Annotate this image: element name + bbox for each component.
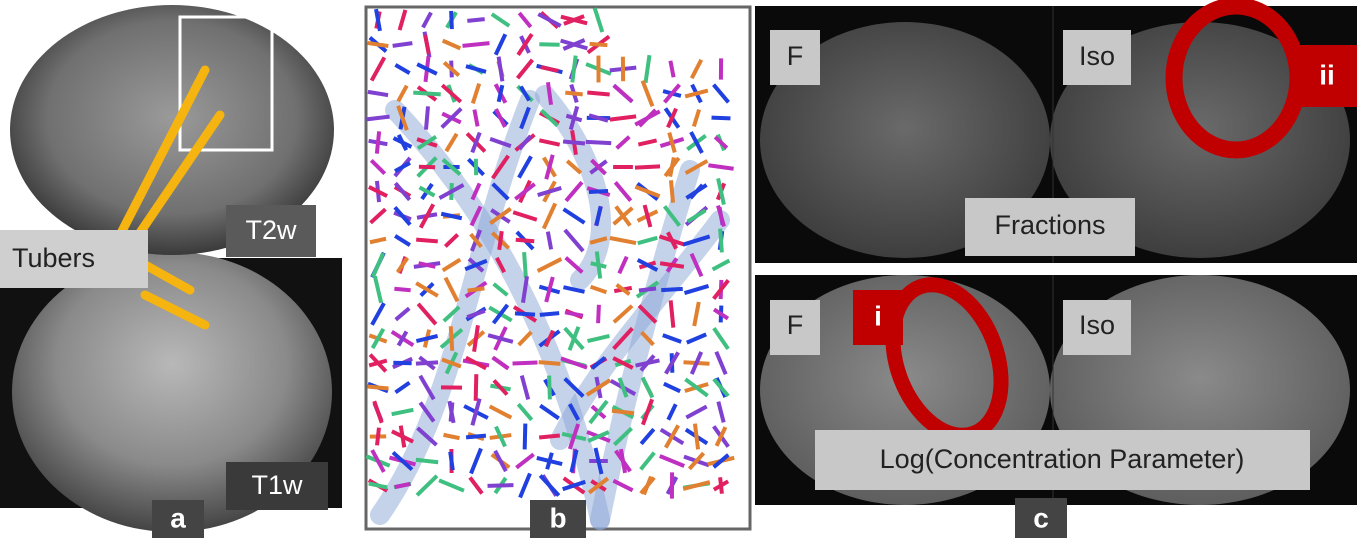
fiber-glyph	[377, 428, 379, 446]
marker-ii: ii	[1319, 59, 1335, 90]
fiber-glyph	[720, 229, 722, 253]
fiber-glyph	[639, 288, 656, 290]
fiber-glyph	[451, 402, 453, 421]
fiber-glyph	[467, 19, 484, 21]
fiber-glyph	[366, 117, 389, 120]
fiber-glyph	[463, 43, 490, 46]
t1w-label: T1w	[251, 470, 303, 500]
panel-b: b	[366, 7, 750, 538]
fiber-glyph	[661, 289, 683, 290]
fiber-glyph	[712, 118, 731, 119]
fiber-glyph	[671, 300, 674, 327]
fiber-glyph	[451, 11, 452, 29]
top-f-label: F	[787, 41, 804, 71]
fiber-glyph	[499, 231, 502, 250]
panel-c: F Iso Fractions ii F Iso i Log(Concentra…	[755, 6, 1357, 538]
fiber-glyph	[394, 289, 410, 291]
fiber-glyph	[540, 313, 559, 315]
fiber-glyph	[539, 436, 560, 438]
fiber-glyph	[377, 131, 379, 153]
fiber-glyph	[586, 142, 611, 143]
fiber-glyph	[426, 106, 428, 129]
marker-i: i	[874, 300, 882, 331]
panel-label: c	[1033, 502, 1049, 533]
fiber-glyph	[524, 252, 526, 278]
fiber-glyph	[451, 326, 453, 351]
figure: T2w Tubers T1w a b F Iso	[0, 0, 1357, 538]
panel-label: b	[549, 502, 566, 533]
fiber-glyph	[413, 93, 440, 95]
fiber-glyph	[416, 460, 438, 462]
panel-label: a	[170, 502, 186, 533]
fiber-glyph	[671, 180, 673, 202]
panel-a: T2w Tubers T1w a	[0, 5, 342, 538]
fiber-glyph	[589, 191, 608, 192]
fiber-glyph	[515, 313, 535, 314]
bottom-iso-label: Iso	[1079, 310, 1115, 340]
fiber-glyph	[450, 452, 453, 470]
top-iso-label: Iso	[1079, 41, 1115, 71]
fiber-glyph	[598, 305, 599, 323]
fiber-glyph	[513, 363, 538, 364]
fiber-glyph	[612, 411, 634, 414]
concentration-caption: Log(Concentration Parameter)	[880, 444, 1245, 474]
fiber-glyph	[590, 44, 608, 45]
fiber-glyph	[367, 387, 388, 389]
fiber-glyph	[525, 424, 526, 450]
fiber-glyph	[393, 43, 413, 46]
fiber-glyph	[488, 485, 514, 486]
bottom-f-label: F	[787, 310, 804, 340]
fiber-glyph	[466, 436, 486, 438]
tubers-label: Tubers	[12, 243, 95, 273]
fiber-glyph	[549, 376, 550, 400]
fiber-glyph	[565, 93, 582, 95]
t2w-label: T2w	[245, 215, 297, 245]
fiber-glyph	[563, 142, 585, 144]
fiber-glyph	[468, 288, 485, 290]
fiber-glyph	[587, 92, 609, 94]
fiber-glyph	[635, 166, 660, 167]
fiber-glyph	[539, 362, 561, 364]
fiber-glyph	[476, 374, 477, 401]
fiber-glyph	[416, 240, 438, 242]
fractions-caption: Fractions	[994, 210, 1105, 240]
fiber-glyph	[516, 240, 534, 242]
